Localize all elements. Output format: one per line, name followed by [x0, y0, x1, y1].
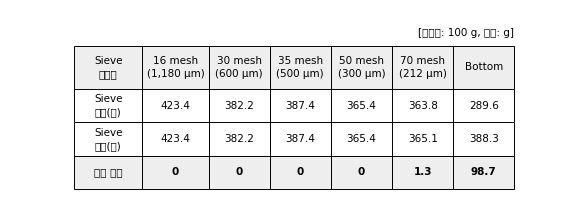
Bar [331, 89, 392, 122]
Bar [453, 122, 514, 156]
Bar [74, 156, 142, 189]
Text: 387.4: 387.4 [285, 134, 315, 144]
Text: 35 mesh
(500 μm): 35 mesh (500 μm) [277, 56, 324, 79]
Text: 382.2: 382.2 [224, 134, 254, 144]
Bar [270, 89, 331, 122]
Bar [208, 89, 270, 122]
Text: 50 mesh
(300 μm): 50 mesh (300 μm) [338, 56, 385, 79]
Text: 30 mesh
(600 μm): 30 mesh (600 μm) [215, 56, 263, 79]
Text: 365.4: 365.4 [347, 101, 377, 111]
Text: 0: 0 [297, 167, 304, 178]
Bar [74, 89, 142, 122]
Bar [392, 156, 453, 189]
Bar [142, 46, 208, 89]
Bar [270, 122, 331, 156]
Text: 70 mesh
(212 μm): 70 mesh (212 μm) [399, 56, 447, 79]
Text: 382.2: 382.2 [224, 101, 254, 111]
Text: 98.7: 98.7 [471, 167, 497, 178]
Text: Sieve
무게(전): Sieve 무게(전) [94, 94, 122, 117]
Text: 0: 0 [358, 167, 365, 178]
Bar [331, 46, 392, 89]
Text: Bottom: Bottom [465, 62, 503, 72]
Text: 387.4: 387.4 [285, 101, 315, 111]
Bar [392, 46, 453, 89]
Bar [208, 46, 270, 89]
Text: 388.3: 388.3 [469, 134, 499, 144]
Bar [392, 122, 453, 156]
Bar [453, 156, 514, 189]
Bar [331, 156, 392, 189]
Text: 423.4: 423.4 [161, 101, 191, 111]
Text: [샘플양: 100 g, 단위: g]: [샘플양: 100 g, 단위: g] [418, 28, 514, 38]
Bar [74, 46, 142, 89]
Bar [270, 156, 331, 189]
Text: Sieve
무게(후): Sieve 무게(후) [94, 128, 122, 151]
Bar [208, 156, 270, 189]
Bar [142, 156, 208, 189]
Text: 289.6: 289.6 [469, 101, 499, 111]
Bar [208, 122, 270, 156]
Text: 1.3: 1.3 [413, 167, 432, 178]
Text: 0: 0 [235, 167, 243, 178]
Bar [392, 89, 453, 122]
Text: 16 mesh
(1,180 μm): 16 mesh (1,180 μm) [146, 56, 204, 79]
Text: 365.4: 365.4 [347, 134, 377, 144]
Text: 423.4: 423.4 [161, 134, 191, 144]
Text: 365.1: 365.1 [408, 134, 437, 144]
Bar [453, 46, 514, 89]
Bar [74, 122, 142, 156]
Text: 363.8: 363.8 [408, 101, 437, 111]
Bar [331, 122, 392, 156]
Bar [142, 122, 208, 156]
Bar [142, 89, 208, 122]
Text: Sieve
사이즈: Sieve 사이즈 [94, 56, 122, 79]
Text: 0: 0 [172, 167, 179, 178]
Text: 제품 무게: 제품 무게 [94, 167, 122, 178]
Bar [270, 46, 331, 89]
Bar [453, 89, 514, 122]
